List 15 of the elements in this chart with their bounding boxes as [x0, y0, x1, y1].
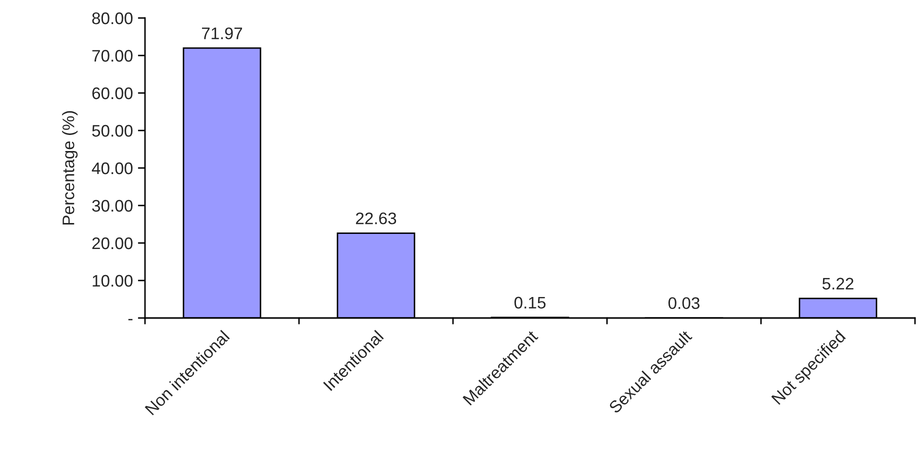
data-label: 0.03	[668, 297, 700, 310]
y-tick-label: 20.00	[92, 237, 133, 250]
y-tick-label: 50.00	[92, 124, 133, 137]
data-label: 22.63	[356, 212, 396, 224]
data-label: 71.97	[202, 27, 242, 40]
data-label: 0.15	[514, 296, 546, 309]
y-tick-label: 60.00	[92, 87, 133, 100]
y-axis-title: Percentage (%)	[62, 111, 78, 225]
y-tick-label: -	[128, 318, 132, 320]
y-tick-label: 10.00	[92, 274, 133, 287]
y-tick-label: 80.00	[92, 12, 133, 24]
data-label: 5.22	[822, 278, 854, 290]
y-tick-label: 40.00	[92, 162, 133, 174]
y-tick-label: 30.00	[92, 200, 133, 212]
y-tick-label: 70.00	[92, 50, 133, 62]
